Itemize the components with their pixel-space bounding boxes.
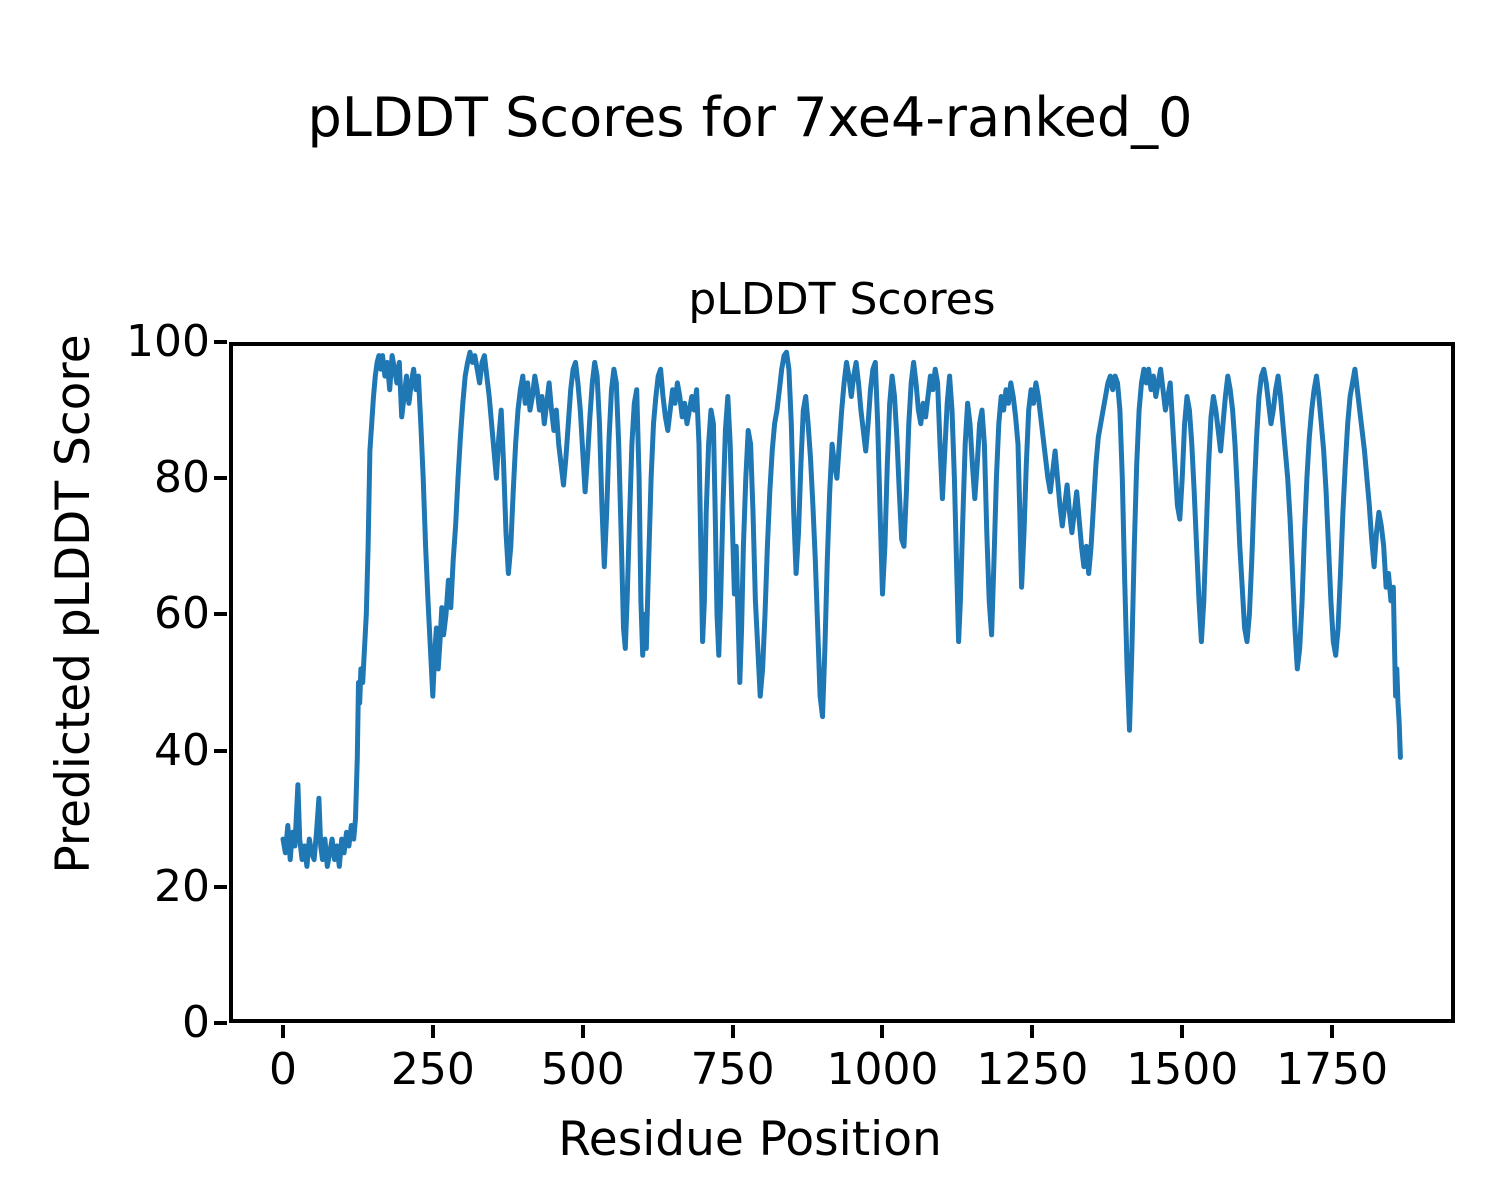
- y-tick-label: 80: [154, 452, 210, 504]
- x-tick-mark: [880, 1025, 885, 1038]
- plddt-line: [280, 349, 1403, 869]
- x-axis-label: Residue Position: [558, 1112, 942, 1167]
- figure-title: pLDDT Scores for 7xe4-ranked_0: [307, 86, 1193, 149]
- y-tick-label: 60: [154, 588, 210, 640]
- x-tick-mark: [430, 1025, 435, 1038]
- y-tick-label: 0: [182, 997, 210, 1048]
- y-tick-mark: [214, 748, 227, 753]
- axes-title: pLDDT Scores: [688, 274, 996, 325]
- x-tick-label: 1750: [1276, 1044, 1389, 1095]
- y-tick-label: 20: [154, 860, 210, 912]
- y-tick-label: 100: [126, 316, 210, 367]
- x-tick-label: 500: [540, 1044, 625, 1095]
- y-tick-label: 40: [154, 724, 210, 776]
- x-tick-mark: [280, 1025, 285, 1038]
- x-tick-label: 1000: [826, 1044, 939, 1095]
- x-tick-mark: [1180, 1025, 1185, 1038]
- x-tick-mark: [580, 1025, 585, 1038]
- x-tick-mark: [1030, 1025, 1035, 1038]
- plot-area: [229, 342, 1455, 1023]
- x-tick-label: 1250: [976, 1044, 1089, 1095]
- y-tick-mark: [214, 476, 227, 481]
- x-tick-label: 0: [268, 1044, 297, 1095]
- x-tick-mark: [730, 1025, 735, 1038]
- x-tick-label: 750: [690, 1044, 775, 1095]
- x-tick-label: 250: [390, 1044, 475, 1095]
- x-tick-label: 1500: [1126, 1044, 1239, 1095]
- x-tick-mark: [1330, 1025, 1335, 1038]
- plot-spines: [229, 342, 1455, 1023]
- y-tick-mark: [214, 340, 227, 344]
- y-tick-mark: [214, 1021, 227, 1025]
- y-tick-mark: [214, 612, 227, 617]
- y-tick-mark: [214, 884, 227, 889]
